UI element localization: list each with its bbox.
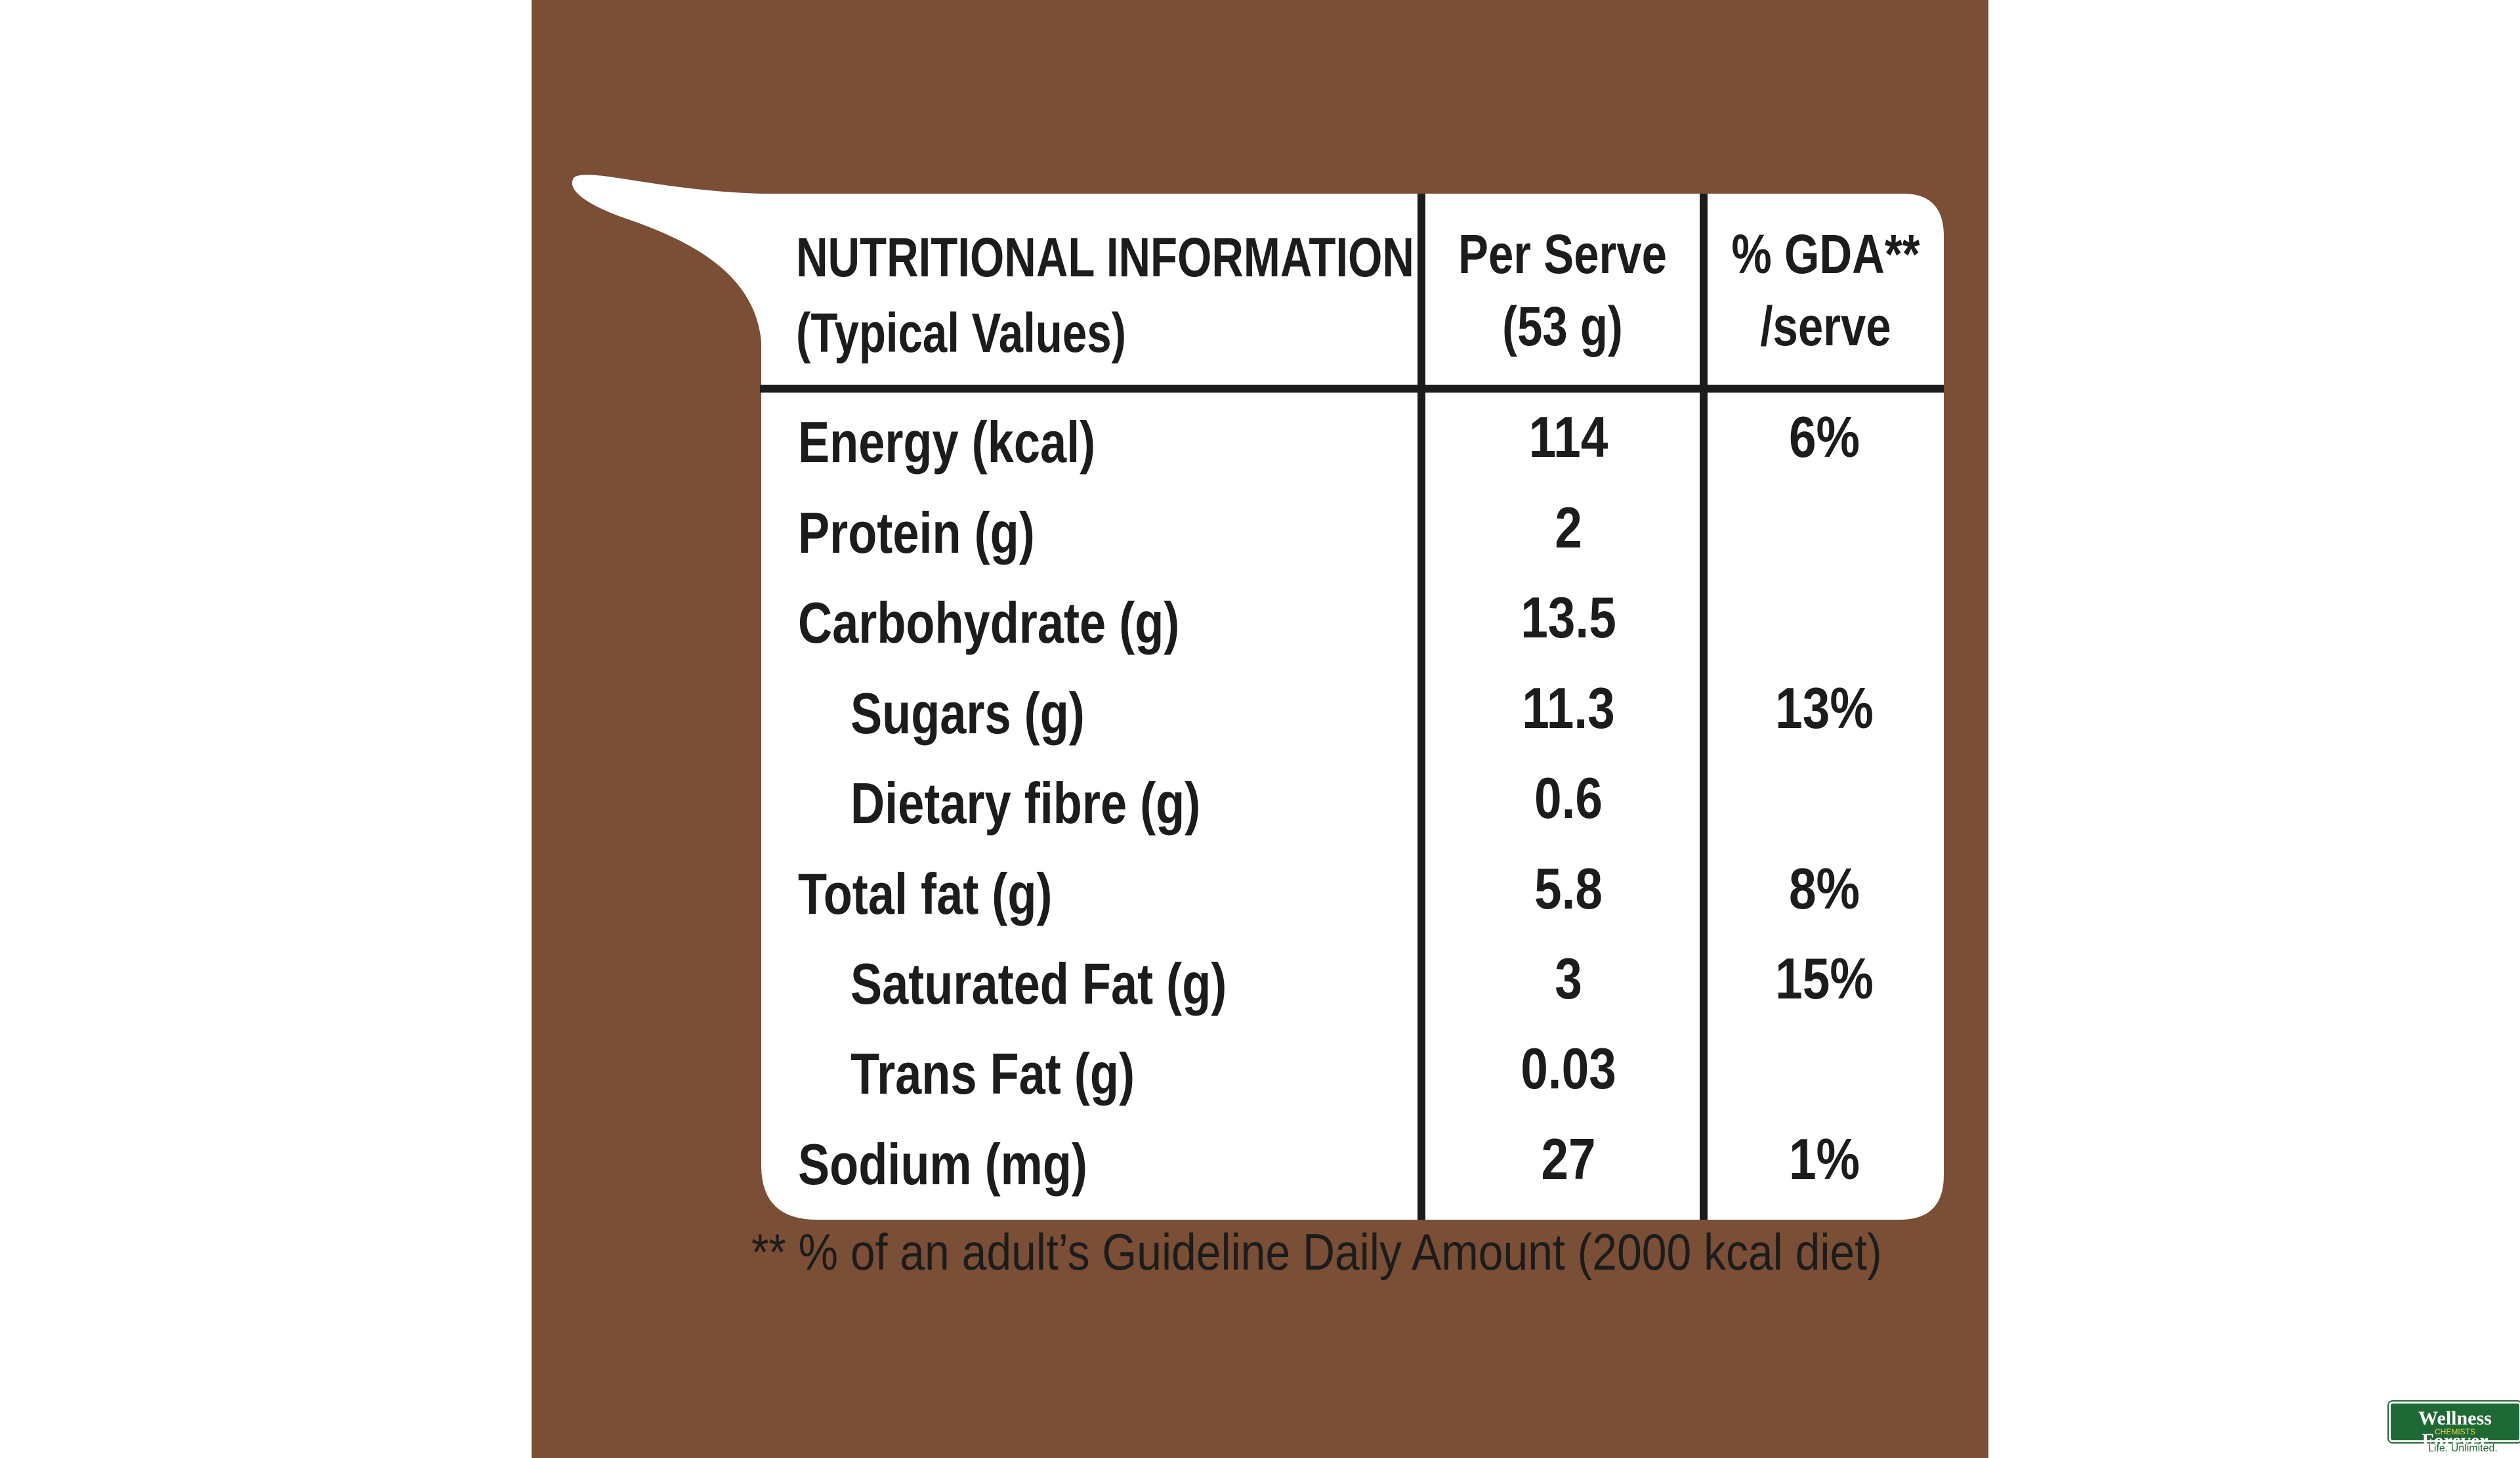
row-label-dietary-fibre: Dietary fibre (g): [850, 771, 1201, 836]
row-value-sodium: 27: [1541, 1126, 1596, 1191]
col-gda-subheader: /serve: [1760, 295, 1891, 357]
gda-footnote: ** % of an adult’s Guideline Daily Amoun…: [751, 1223, 1882, 1281]
row-label-sugars: Sugars (g): [850, 681, 1085, 746]
row-value-saturated-fat: 3: [1555, 946, 1582, 1011]
logo-sub-text: CHEMISTS: [2434, 1427, 2475, 1436]
col-per-serve-subheader: (53 g): [1502, 295, 1623, 357]
table-title: NUTRITIONAL INFORMATION: [796, 226, 1414, 288]
row-label-carbohydrate: Carbohydrate (g): [798, 590, 1180, 655]
row-value-dietary-fibre: 0.6: [1534, 765, 1603, 830]
label-white-card: [572, 175, 1944, 1220]
row-value-total-fat: 5.8: [1534, 856, 1603, 921]
col-gda-header: % GDA**: [1731, 223, 1920, 285]
table-subtitle: (Typical Values): [796, 302, 1126, 364]
column-divider-1: [1418, 194, 1425, 1220]
logo-brand-text: Wellness Forever: [2418, 1407, 2492, 1451]
row-value-carbohydrate: 13.5: [1521, 585, 1616, 650]
row-label-sodium: Sodium (mg): [798, 1132, 1087, 1197]
header-divider: [760, 385, 1944, 393]
row-value-trans-fat: 0.03: [1521, 1036, 1616, 1101]
wellness-forever-logo: Wellness Forever CHEMISTS: [2389, 1402, 2520, 1451]
row-label-protein: Protein (g): [798, 500, 1035, 565]
row-label-saturated-fat: Saturated Fat (g): [850, 951, 1227, 1016]
row-label-trans-fat: Trans Fat (g): [850, 1041, 1135, 1106]
row-gda-sodium: 1%: [1788, 1126, 1860, 1191]
row-gda-saturated-fat: 15%: [1775, 946, 1874, 1011]
row-value-sugars: 11.3: [1522, 675, 1615, 740]
column-divider-2: [1700, 194, 1708, 1220]
row-value-energy: 114: [1528, 404, 1608, 469]
row-label-total-fat: Total fat (g): [798, 861, 1053, 926]
row-gda-energy: 6%: [1788, 404, 1860, 469]
row-value-protein: 2: [1555, 495, 1582, 560]
logo-tagline: Life. Unlimited.: [2428, 1443, 2498, 1454]
row-gda-total-fat: 8%: [1788, 856, 1860, 921]
row-gda-sugars: 13%: [1775, 675, 1874, 740]
row-label-energy: Energy (kcal): [798, 410, 1096, 475]
col-per-serve-header: Per Serve: [1458, 223, 1667, 285]
